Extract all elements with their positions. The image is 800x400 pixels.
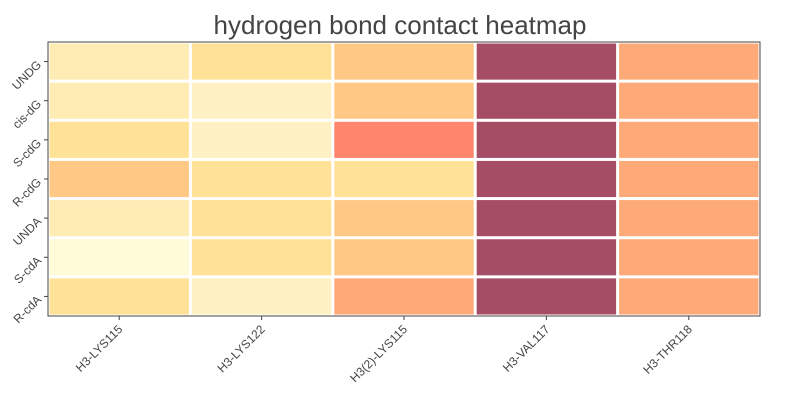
- y-tick-label: UNDG: [9, 58, 44, 93]
- heatmap-cell-UNDA-H3-VAL117[interactable]: [476, 200, 617, 237]
- heatmap-cell-UNDG-H3(2)-LYS115[interactable]: [334, 43, 474, 80]
- heatmap-cell-R-cdG-H3-LYS122[interactable]: [191, 160, 332, 198]
- heatmap-cell-UNDG-H3-THR118[interactable]: [619, 43, 759, 80]
- heatmap-cell-R-cdG-H3-THR118[interactable]: [619, 160, 759, 198]
- x-axis-ticks: H3-LYS115 H3-LYS122 H3(2)-LYS115 H3-VAL117 H…: [73, 316, 695, 385]
- heatmap-cell-S-cdA-H3-THR118[interactable]: [619, 239, 759, 276]
- heatmap-cell-R-cdA-H3-LYS115[interactable]: [49, 278, 189, 315]
- heatmap-cell-UNDA-H3-THR118[interactable]: [619, 200, 759, 237]
- heatmap-cell-UNDA-H3(2)-LYS115[interactable]: [334, 200, 474, 237]
- x-tick-label: H3(2)-LYS115: [347, 322, 410, 385]
- heatmap-cell-S-cdG-H3-LYS115[interactable]: [49, 121, 189, 158]
- heatmap-cell-UNDG-H3-VAL117[interactable]: [476, 43, 617, 80]
- chart-title: hydrogen bond contact heatmap: [214, 10, 587, 40]
- x-tick-label: H3-VAL117: [500, 322, 553, 375]
- heatmap-cell-S-cdG-H3(2)-LYS115[interactable]: [334, 121, 474, 158]
- heatmap-cell-R-cdG-H3(2)-LYS115[interactable]: [334, 160, 474, 198]
- heatmap-cell-R-cdA-H3-LYS122[interactable]: [191, 278, 332, 315]
- x-tick-label: H3-THR118: [640, 322, 695, 377]
- heatmap-cell-S-cdA-H3-LYS115[interactable]: [49, 239, 189, 276]
- y-tick-label: R-cdA: [11, 293, 44, 326]
- heatmap-cell-S-cdA-H3-VAL117[interactable]: [476, 239, 617, 276]
- heatmap-cell-R-cdG-H3-LYS115[interactable]: [49, 160, 189, 198]
- y-tick-label: R-cdG: [10, 175, 44, 209]
- heatmap-cell-cis-dG-H3(2)-LYS115[interactable]: [334, 82, 474, 119]
- y-tick-label: cis-dG: [10, 97, 44, 131]
- heatmap-cell-S-cdA-H3(2)-LYS115[interactable]: [334, 239, 474, 276]
- heatmap-cell-R-cdA-H3-VAL117[interactable]: [476, 278, 617, 315]
- heatmap-cell-cis-dG-H3-VAL117[interactable]: [476, 82, 617, 119]
- y-axis-ticks: UNDG cis-dG S-cdG R-cdG UNDA S-cdA R-cdA: [9, 58, 48, 326]
- heatmap-cell-UNDG-H3-LYS115[interactable]: [49, 43, 189, 80]
- heatmap-cell-S-cdA-H3-LYS122[interactable]: [191, 239, 332, 276]
- heatmap-cell-R-cdG-H3-VAL117[interactable]: [476, 160, 617, 198]
- y-tick-label: S-cdA: [11, 254, 44, 287]
- heatmap-cell-cis-dG-H3-LYS115[interactable]: [49, 82, 189, 119]
- heatmap-cell-R-cdA-H3(2)-LYS115[interactable]: [334, 278, 474, 315]
- x-tick-label: H3-LYS115: [73, 322, 126, 375]
- y-tick-label: S-cdG: [10, 136, 44, 170]
- heatmap-cell-R-cdA-H3-THR118[interactable]: [619, 278, 759, 315]
- heatmap-cell-cis-dG-H3-THR118[interactable]: [619, 82, 759, 119]
- heatmap-cell-UNDG-H3-LYS122[interactable]: [191, 43, 332, 80]
- heatmap-cell-S-cdG-H3-LYS122[interactable]: [191, 121, 332, 158]
- heatmap-cell-S-cdG-H3-VAL117[interactable]: [476, 121, 617, 158]
- heatmap-cell-UNDA-H3-LYS115[interactable]: [49, 200, 189, 237]
- heatmap-cells: [49, 43, 759, 315]
- x-tick-label: H3-LYS122: [215, 322, 268, 375]
- heatmap-cell-cis-dG-H3-LYS122[interactable]: [191, 82, 332, 119]
- heatmap-cell-S-cdG-H3-THR118[interactable]: [619, 121, 759, 158]
- y-tick-label: UNDA: [10, 214, 44, 248]
- heatmap-cell-UNDA-H3-LYS122[interactable]: [191, 200, 332, 237]
